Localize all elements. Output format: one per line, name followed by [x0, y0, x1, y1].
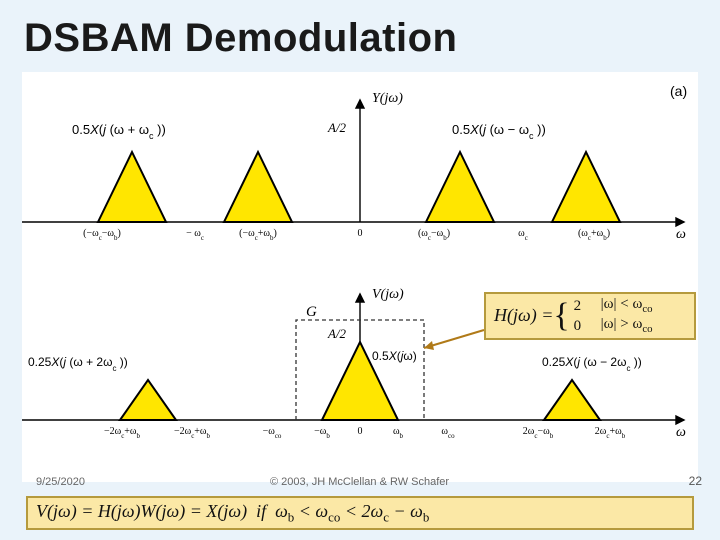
footer-credit: © 2003, JH McClellan & RW Schafer	[270, 476, 449, 488]
panel-b-peak: A/2	[327, 326, 347, 341]
panel-a-omega: ω	[676, 227, 686, 242]
h-lhs: H(jω) =	[494, 305, 553, 327]
panel-a-yaxis: Y(jω)	[372, 91, 403, 106]
panel-a-left-label: 0.5X(j (ω + ωc ))	[72, 122, 166, 141]
filter-gain-label: G	[306, 304, 317, 320]
footer-date: 9/25/2020	[36, 476, 85, 488]
page-number: 22	[689, 474, 702, 488]
h-r2-val: 0	[574, 318, 582, 335]
tick: −2ωc+ωb	[174, 426, 211, 440]
tick: ωco	[441, 426, 455, 440]
v-formula-box: V(jω) = H(jω)W(jω) = X(jω) if ωb < ωco <…	[26, 496, 694, 530]
tick: 0	[358, 426, 363, 437]
panel-a-right-label: 0.5X(j (ω − ωc ))	[452, 122, 546, 141]
tick: −ωco	[263, 426, 282, 440]
tick: 0	[358, 228, 363, 239]
tick: (−ωc−ωb)	[83, 228, 121, 242]
panel-b-left-label: 0.25X(j (ω + 2ωc ))	[28, 355, 128, 373]
panel-b-omega: ω	[676, 425, 686, 440]
slide-title: DSBAM Demodulation	[24, 16, 457, 61]
tick: (−ωc+ωb)	[239, 228, 277, 242]
tick: ωc	[518, 228, 528, 242]
panel-b-yaxis: V(jω)	[372, 287, 404, 302]
panel-a-peak: A/2	[327, 120, 347, 135]
tick: ωb	[393, 426, 404, 440]
tick: (ωc+ωb)	[578, 228, 610, 242]
h-r1-val: 2	[574, 298, 582, 315]
v-formula-text: V(jω) = H(jω)W(jω) = X(jω) if ωb < ωco <…	[36, 501, 429, 525]
tick: −2ωc+ωb	[104, 426, 141, 440]
spectrum-a-svg: Y(jω) ω (a) A/2 0.5X(j (ω + ωc )) 0.5X(j…	[22, 72, 698, 272]
panel-a-label: (a)	[670, 83, 687, 99]
tick: − ωc	[186, 228, 204, 242]
h-r2-cond: |ω| > ωco	[601, 316, 653, 336]
tick: 2ωc−ωb	[523, 426, 554, 440]
panel-b-center-label: 0.5X(jω)	[372, 349, 417, 363]
tick: (ωc−ωb)	[418, 228, 450, 242]
h-formula-box: H(jω) = { 2 |ω| < ωco 0 |ω| > ωco	[484, 292, 696, 340]
h-r1-cond: |ω| < ωco	[601, 296, 653, 316]
tick: −ωb	[314, 426, 330, 440]
tick: 2ωc+ωb	[595, 426, 626, 440]
panel-b-right-label: 0.25X(j (ω − 2ωc ))	[542, 355, 642, 373]
diagram-panel: Y(jω) ω (a) A/2 0.5X(j (ω + ωc )) 0.5X(j…	[22, 72, 698, 482]
